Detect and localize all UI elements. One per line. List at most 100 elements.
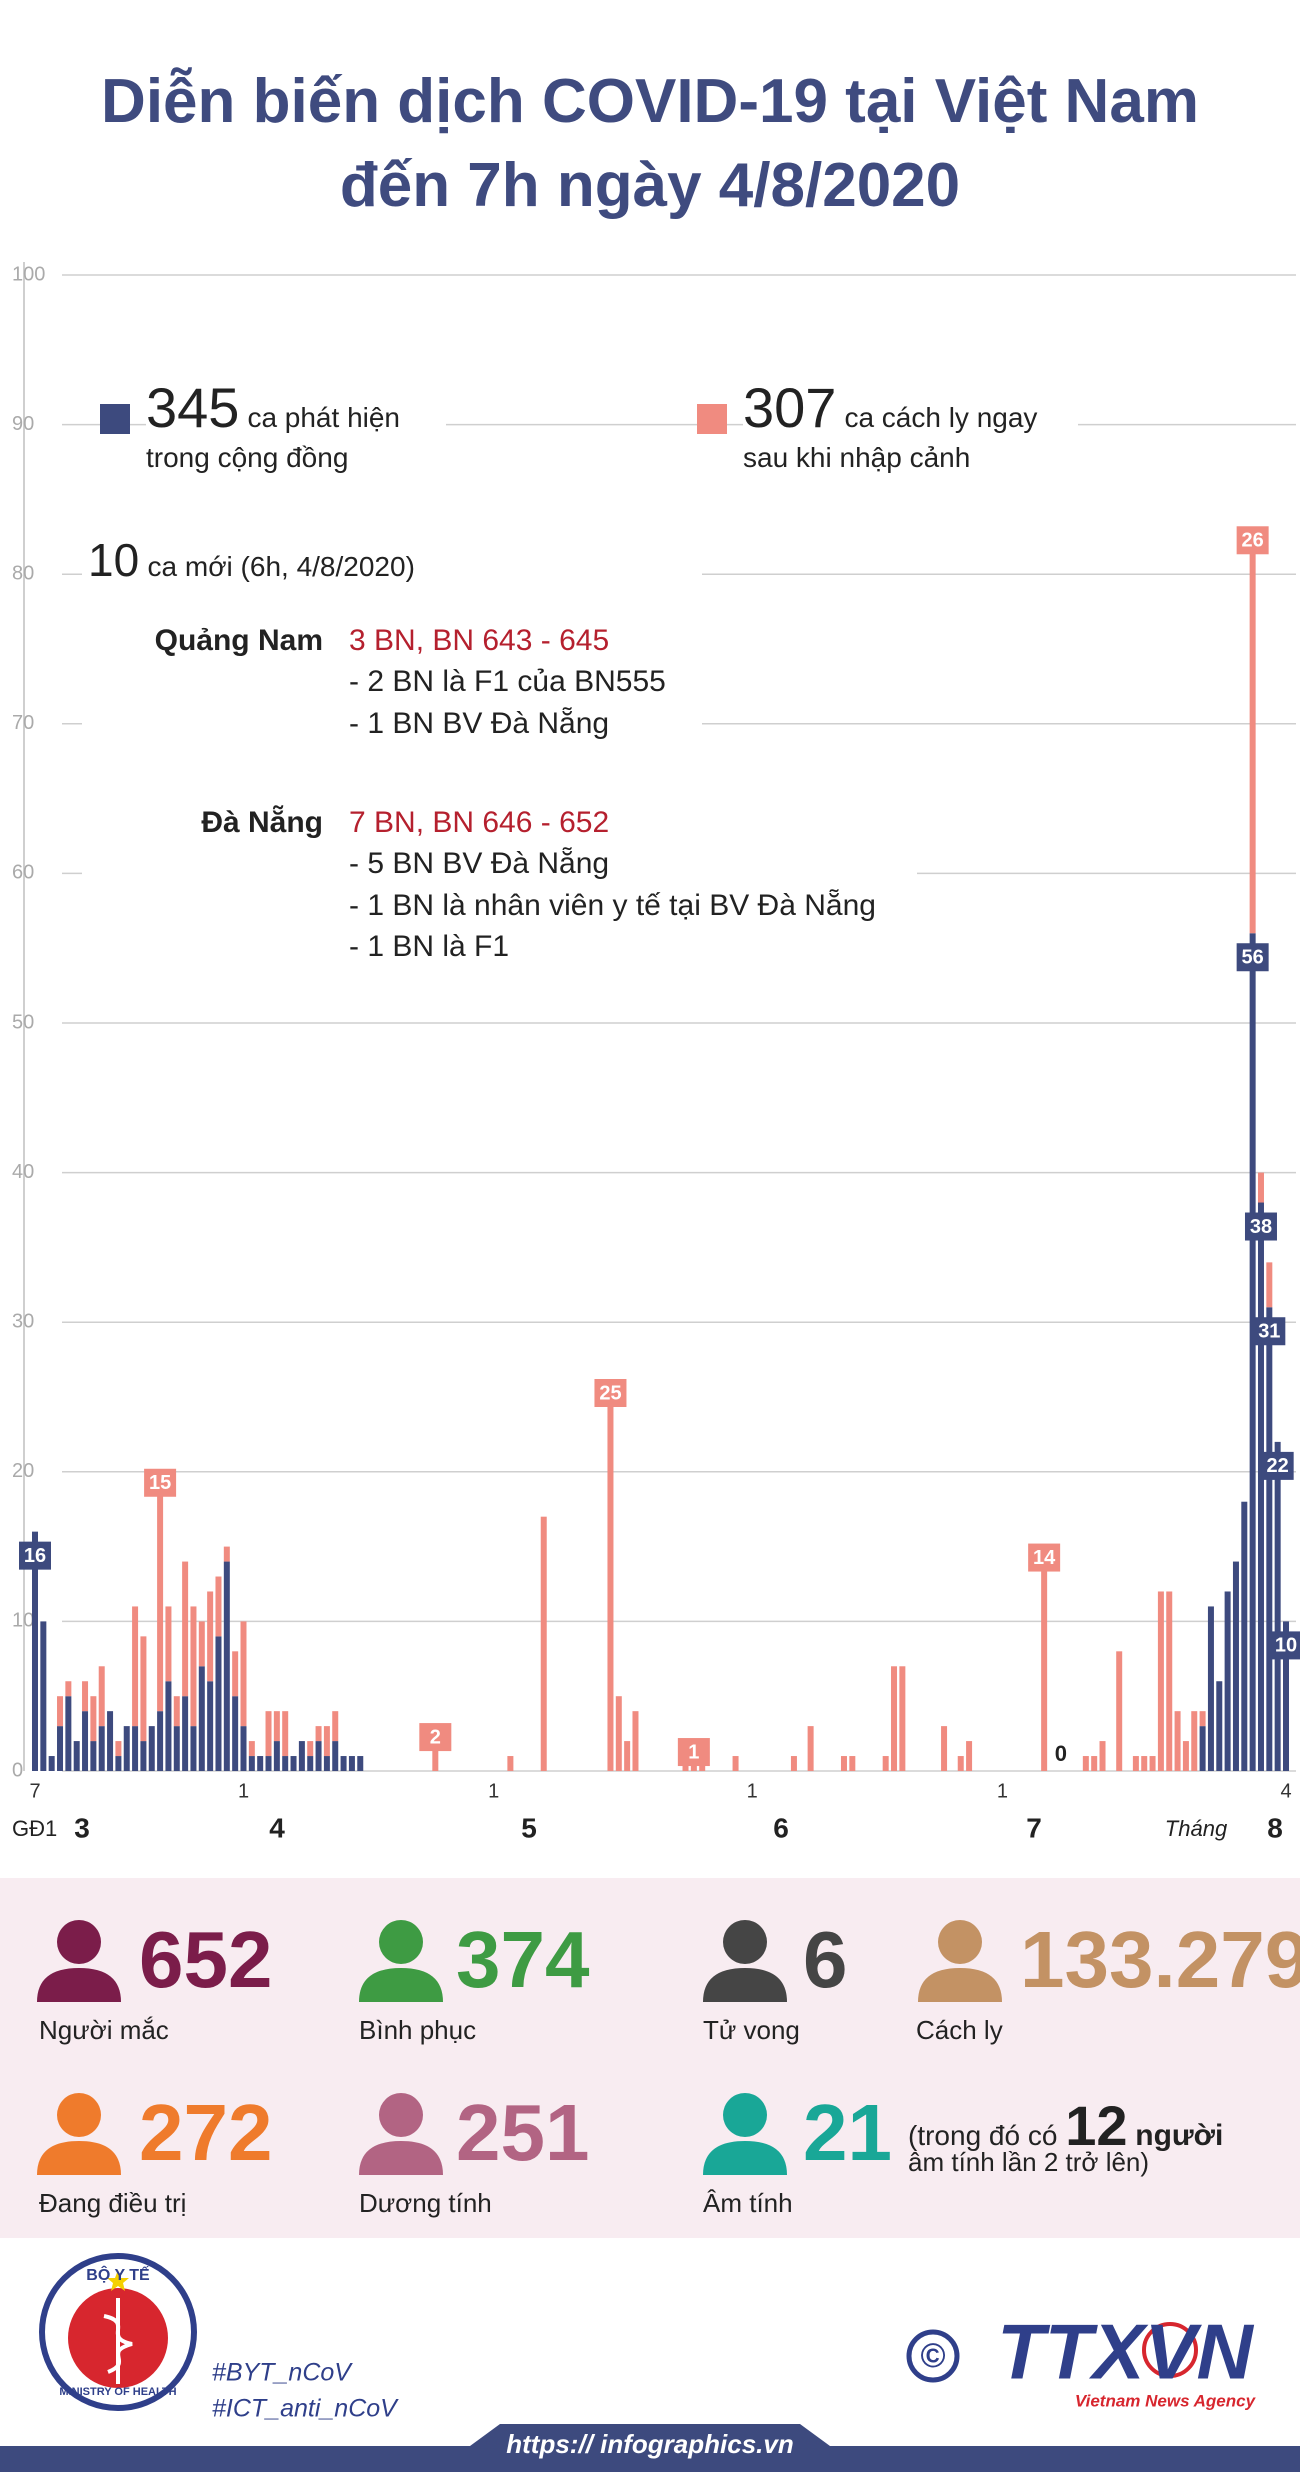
bar-segment — [298, 1741, 305, 1771]
bar-segment — [98, 1726, 105, 1771]
bar-segment — [265, 1711, 272, 1757]
legend-label: ca cách ly ngay sau khi nhập cảnh — [743, 402, 1038, 473]
bar-segment — [1141, 1756, 1148, 1771]
person-icon-head — [938, 1920, 982, 1964]
month-label: 6 — [773, 1812, 789, 1843]
bar-segment — [57, 1696, 64, 1727]
place: Đà Nẵng — [201, 806, 323, 839]
bar-segment — [98, 1666, 105, 1727]
annotation-box — [82, 790, 917, 970]
data-label-box — [594, 1379, 627, 1407]
url: https:// infographics.vn — [506, 2429, 793, 2459]
bar-segment — [173, 1726, 180, 1771]
bar-segment — [282, 1756, 289, 1771]
x-tick-label: 4 — [1280, 1780, 1291, 1802]
person-icon-body — [37, 1968, 121, 2002]
bar-segment — [323, 1726, 330, 1757]
data-label-box — [677, 1738, 710, 1767]
bar-segment — [173, 1696, 180, 1727]
bar-segment — [1041, 1561, 1048, 1771]
bar-segment — [90, 1696, 97, 1742]
bar-segment — [65, 1696, 72, 1771]
bar-segment — [307, 1756, 314, 1771]
y-tick-label: 0 — [12, 1759, 23, 1781]
person-icon-body — [37, 2141, 121, 2175]
bar-segment — [40, 1621, 47, 1771]
data-label: 10 — [1275, 1635, 1297, 1657]
y-tick-label: 50 — [12, 1011, 34, 1033]
stat-value: 272 — [139, 2088, 273, 2177]
bar-segment — [432, 1741, 439, 1771]
agency-logo: TTXVN — [997, 2308, 1254, 2396]
bar-segment — [1257, 1172, 1264, 1203]
bar-segment — [1283, 1621, 1289, 1771]
bar-segment — [198, 1666, 205, 1771]
logo-star — [107, 2270, 129, 2291]
stat-value: 374 — [456, 1915, 590, 2004]
bar-segment — [148, 1726, 155, 1771]
bar-segment — [1232, 1561, 1239, 1771]
hashtag: #ICT_anti_nCoV — [212, 2395, 399, 2423]
summary: 7 BN, BN 646 - 652 — [349, 806, 610, 839]
data-label: 26 — [1242, 530, 1264, 552]
bar-segment — [198, 1621, 205, 1667]
data-label: 15 — [149, 1472, 171, 1494]
note: (trong đó có 12 người — [908, 2098, 1223, 2162]
summary: 3 BN, BN 643 - 645 — [349, 624, 610, 657]
title: Diễn biến dịch COVID-19 tại Việt Nam — [101, 67, 1199, 136]
bar-segment — [157, 1711, 164, 1771]
bar-segment — [332, 1741, 339, 1771]
bar-segment — [849, 1756, 856, 1771]
bar-segment — [1224, 1591, 1231, 1771]
data-label: 16 — [24, 1545, 46, 1567]
bar-segment — [882, 1756, 889, 1771]
bar-segment — [240, 1621, 247, 1727]
data-label-box — [1270, 1631, 1300, 1660]
bar-segment — [73, 1741, 80, 1771]
bar-segment — [1099, 1741, 1106, 1771]
stat-value: 133.279 — [1020, 1915, 1300, 2004]
person-icon-body — [703, 2141, 787, 2175]
bar-segment — [232, 1696, 239, 1771]
person-icon-head — [57, 1920, 101, 1964]
bar-segment — [165, 1606, 172, 1682]
bar-segment — [1174, 1711, 1181, 1771]
logo-bottom: MINISTRY OF HEALTH — [59, 2386, 176, 2398]
data-label: 31 — [1258, 1321, 1280, 1343]
bar-segment — [340, 1756, 347, 1771]
bar-segment — [248, 1756, 255, 1771]
footer-bar — [0, 2424, 1300, 2472]
y-tick-label: 100 — [12, 263, 45, 285]
bar-segment — [157, 1486, 164, 1712]
bar-segment — [966, 1741, 973, 1771]
new-cases: 10 ca mới (6h, 4/8/2020) — [88, 532, 415, 595]
bar-segment — [807, 1726, 814, 1771]
data-label: 0 — [1055, 1741, 1067, 1766]
person-icon-body — [703, 1968, 787, 2002]
bar-segment — [57, 1726, 64, 1771]
bar-segment — [182, 1696, 189, 1771]
y-tick-label: 20 — [12, 1460, 34, 1482]
y-tick-label: 70 — [12, 712, 34, 734]
bar-segment — [899, 1666, 906, 1771]
bar-segment — [1149, 1756, 1156, 1771]
detail: - 2 BN là F1 của BN555 — [349, 665, 666, 698]
bar-segment — [1199, 1711, 1206, 1727]
month-label: 4 — [269, 1812, 285, 1843]
copyright: © — [920, 2337, 945, 2375]
bar-segment — [1249, 933, 1256, 1771]
person-icon-body — [359, 2141, 443, 2175]
bar-segment — [507, 1756, 514, 1771]
note-text: âm tính lần 2 trở lên) — [908, 2147, 1150, 2177]
bar-segment — [190, 1726, 197, 1771]
bar-segment — [107, 1711, 114, 1771]
stat-label: Cách ly — [916, 2015, 1003, 2045]
legend-label: ca phát hiện trong cộng đồng — [146, 402, 401, 473]
legend-entry: 345 ca phát hiện trong cộng đồng — [146, 380, 446, 478]
x-tick-label: 7 — [29, 1780, 40, 1802]
logo-emblem — [103, 2298, 133, 2384]
month-axis-label: Tháng — [1165, 1816, 1228, 1841]
note-number: 12 — [1065, 2094, 1128, 2157]
